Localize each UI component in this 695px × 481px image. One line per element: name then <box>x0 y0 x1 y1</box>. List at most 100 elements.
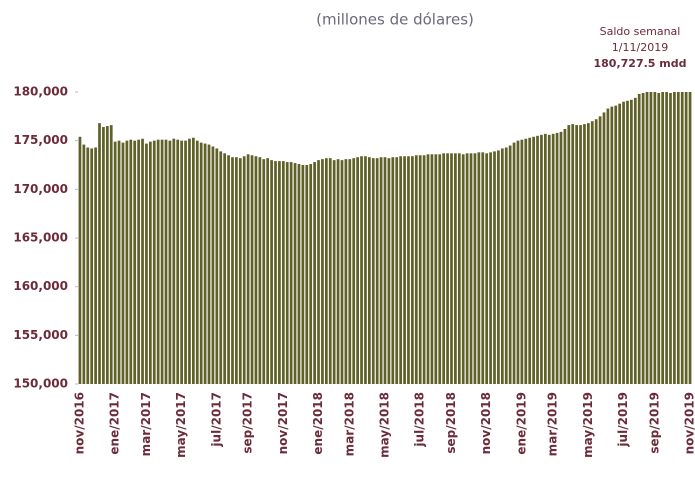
bar <box>610 106 614 384</box>
y-tick-label: 180,000 <box>13 85 68 99</box>
bar <box>274 161 277 384</box>
x-tick-label: nov/2016 <box>72 392 86 454</box>
bar <box>442 153 446 384</box>
bar <box>497 150 500 384</box>
bar <box>414 155 418 384</box>
x-tick-label: mar/2019 <box>546 392 560 456</box>
bar <box>340 160 344 384</box>
y-tick-label: 155,000 <box>13 328 68 342</box>
bar <box>152 140 156 384</box>
x-tick-label: may/2017 <box>174 392 188 458</box>
x-tick-label: sep/2019 <box>647 392 661 454</box>
bar <box>227 155 230 384</box>
bar <box>461 154 465 384</box>
bar <box>156 139 160 384</box>
bar <box>661 92 665 384</box>
bar <box>473 153 477 384</box>
bar <box>164 139 168 384</box>
bar <box>188 138 191 384</box>
bar <box>653 92 657 384</box>
bar <box>528 137 532 384</box>
bar <box>520 139 524 384</box>
bar <box>567 125 571 385</box>
bar <box>543 133 547 384</box>
y-tick-label: 165,000 <box>13 231 68 245</box>
bar <box>324 158 328 384</box>
bar <box>94 147 97 384</box>
bar <box>669 92 672 385</box>
bar <box>465 153 469 384</box>
bar <box>305 165 309 384</box>
bar <box>262 159 266 384</box>
bar <box>434 154 438 384</box>
bar <box>594 119 598 385</box>
bar <box>602 112 606 384</box>
bar <box>289 162 293 384</box>
bar <box>618 103 622 385</box>
bar <box>395 157 399 384</box>
bar <box>391 157 395 384</box>
bar <box>407 156 410 384</box>
bar <box>477 152 481 384</box>
bar <box>293 163 297 384</box>
bar <box>352 158 356 384</box>
bar <box>102 127 105 384</box>
bar <box>598 116 602 384</box>
y-tick-label: 175,000 <box>13 133 68 147</box>
bar <box>418 155 422 384</box>
bar <box>673 92 676 384</box>
bar <box>281 161 285 384</box>
bar <box>113 141 117 384</box>
bar <box>469 153 473 384</box>
bar <box>172 138 176 384</box>
bar <box>657 92 661 385</box>
x-tick-label: nov/2018 <box>479 392 493 454</box>
bar <box>223 153 227 384</box>
bar <box>485 153 489 384</box>
bar <box>626 100 629 384</box>
bar <box>633 97 637 384</box>
x-tick-label: ene/2018 <box>311 392 325 455</box>
x-tick-label: nov/2017 <box>276 392 290 454</box>
bar <box>105 126 109 385</box>
bar <box>90 148 94 384</box>
bar <box>285 162 289 384</box>
bar <box>356 157 359 384</box>
bar <box>684 92 688 384</box>
bar <box>321 159 324 384</box>
x-tick-label: mar/2018 <box>342 392 356 456</box>
bar <box>242 156 246 384</box>
bar <box>360 156 363 384</box>
bar <box>207 144 211 384</box>
bar <box>109 125 113 385</box>
bar <box>176 139 180 384</box>
bar <box>145 143 148 384</box>
bar <box>141 138 144 384</box>
bar <box>313 162 316 384</box>
bar <box>457 153 461 384</box>
bar <box>270 160 273 384</box>
bar <box>559 131 563 384</box>
bar <box>344 159 348 384</box>
bar <box>551 133 555 384</box>
x-tick-label: may/2019 <box>581 392 595 458</box>
bar <box>637 93 641 385</box>
bar <box>516 140 520 384</box>
bar <box>168 140 172 384</box>
bar <box>238 158 242 384</box>
bar <box>219 151 223 384</box>
bar <box>649 92 653 384</box>
bar <box>512 142 516 384</box>
bar <box>508 145 512 384</box>
bar <box>297 164 301 384</box>
bar <box>203 143 207 384</box>
bar <box>98 123 101 384</box>
bar <box>195 140 199 384</box>
bar <box>665 92 668 384</box>
bar <box>328 158 332 384</box>
bar <box>148 141 152 384</box>
bar <box>348 159 352 384</box>
bar <box>680 92 684 384</box>
bar <box>266 158 270 384</box>
bar <box>367 157 371 384</box>
